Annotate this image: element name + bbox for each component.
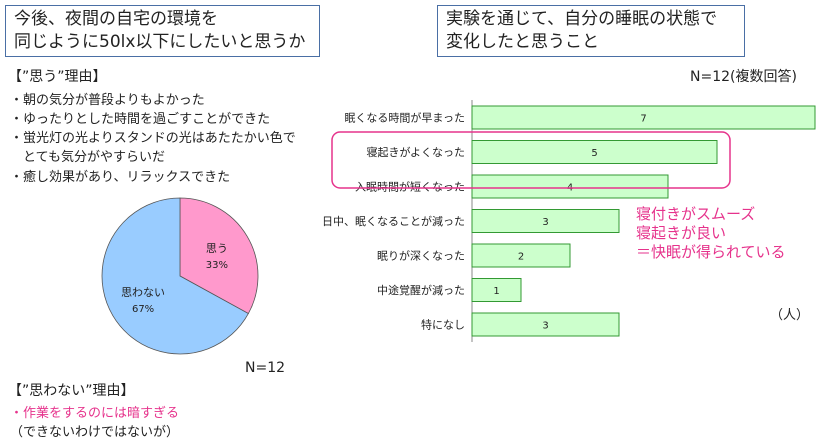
- bar-question-title: 実験を通じて、自分の睡眠の状態で 変化したと思うこと: [437, 5, 745, 57]
- annotation-line-2: 寝起きが良い: [636, 224, 727, 242]
- bar-category-6: 中途覚醒が減った: [377, 283, 465, 297]
- pie-question-title: 今後、夜間の自宅の環境を 同じように50lx以下にしたいと思うか: [5, 5, 320, 57]
- yes-reason-1: ・朝の気分が普段よりもよかった: [10, 93, 205, 108]
- pie-value-yes: 33%: [206, 260, 228, 271]
- bar-category-4: 日中、眠くなることが減った: [322, 214, 465, 228]
- bar-value-1: 7: [640, 114, 646, 125]
- bar-3: [471, 174, 669, 199]
- annotation-line-1: 寝付きがスムーズ: [636, 205, 756, 223]
- bar-sample-size: N=12(複数回答): [690, 69, 797, 85]
- bar-5: [471, 243, 571, 268]
- pie-label-no: 思わない: [121, 286, 165, 299]
- bar-category-7: 特になし: [421, 318, 465, 332]
- bar-category-5: 眠りが深くなった: [377, 249, 465, 263]
- bar-1: [471, 105, 816, 130]
- yes-reasons-header: 【”思う”理由】: [8, 69, 107, 85]
- yes-reason-3-cont: とても気分がやすらいだ: [10, 150, 165, 165]
- bar-title-line-2: 変化したと思うこと: [446, 32, 599, 52]
- bar-value-6: 1: [493, 286, 499, 297]
- bar-2: [471, 140, 718, 164]
- pie-slice-no: [101, 197, 249, 355]
- bar-category-1: 眠くなる時間が早まった: [344, 111, 465, 125]
- unit-label: （人）: [770, 308, 810, 323]
- bar-value-5: 2: [518, 252, 524, 263]
- bar-title-line-1: 実験を通じて、自分の睡眠の状態で: [446, 9, 718, 29]
- pie-sample-size: N=12: [245, 360, 286, 376]
- pie-title-line-1: 今後、夜間の自宅の環境を: [14, 9, 218, 29]
- no-reason-1: ・作業をするのには暗すぎる: [10, 406, 180, 421]
- pie-chart: 思う 33% 思わない 67%: [101, 197, 259, 355]
- pie-value-no: 67%: [132, 304, 154, 315]
- pie-title-line-2: 同じように50lx以下にしたいと思うか: [14, 32, 306, 52]
- bar-value-7: 3: [542, 321, 548, 332]
- bar-value-2: 5: [591, 148, 597, 159]
- yes-reason-2: ・ゆったりとした時間を過ごすことができた: [10, 112, 271, 127]
- yes-reason-3: ・蛍光灯の光よりスタンドの光はあたたかい色で: [10, 131, 296, 146]
- bar-category-3: 入眠時間が短くなった: [355, 180, 465, 194]
- no-reasons-header: 【”思わない”理由】: [8, 383, 135, 399]
- yes-reason-4: ・癒し効果があり、リラックスできた: [10, 170, 231, 185]
- annotation-line-3: ＝快眠が得られている: [636, 243, 786, 261]
- pie-slice-yes: [179, 197, 259, 315]
- bar-category-2: 寝起きがよくなった: [367, 145, 465, 159]
- no-reason-1-note: （できないわけではないが）: [10, 425, 180, 440]
- bar-6: [471, 278, 522, 302]
- pie-label-yes: 思う: [206, 242, 228, 255]
- highlight-box: [331, 131, 731, 189]
- bar-4: [471, 209, 620, 233]
- bar-value-4: 3: [542, 217, 548, 228]
- bar-7: [471, 312, 620, 337]
